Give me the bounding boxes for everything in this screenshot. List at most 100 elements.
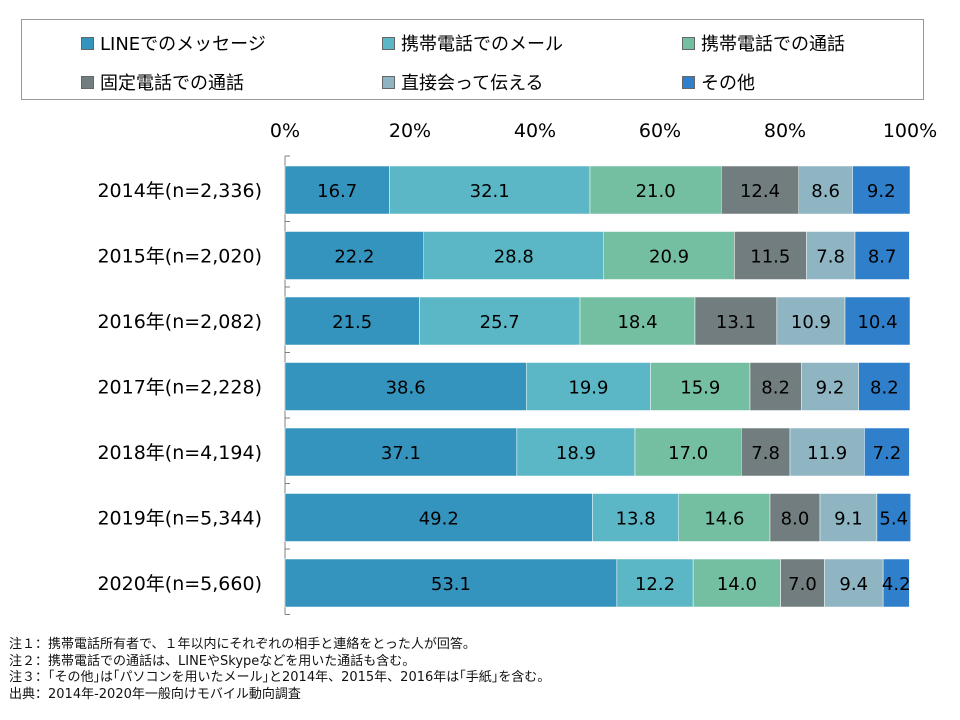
data-label: 21.0 [636,181,676,202]
bar-segment [824,558,884,608]
data-label: 18.9 [556,443,596,464]
bar-segment [616,558,694,608]
bar-segment [526,362,651,411]
bar-segment [579,296,696,346]
bar-segment [749,362,802,411]
legend-item-other: その他 [682,69,755,95]
bar-segment [734,231,807,280]
bar-segment [284,296,420,346]
bar-segment [882,558,910,608]
data-label: 16.7 [317,181,357,202]
data-label: 28.8 [494,247,534,268]
bar-segment [284,558,618,608]
legend-swatch-landline-call [81,75,94,89]
data-label: 7.0 [788,574,817,595]
category-label: 2017年(n=2,228) [97,377,262,399]
legend-label: 固定電話での通話 [100,73,244,94]
data-label: 9.4 [839,574,868,595]
data-label: 14.6 [704,509,744,530]
data-label: 53.1 [431,574,471,595]
legend-item-mobile-mail: 携帯電話でのメール [382,30,563,56]
bar-segment [423,231,604,280]
bar-segment [876,493,911,542]
bar-segment [284,231,424,280]
bar-segment [284,362,527,411]
data-label: 11.9 [807,443,847,464]
footnote-1: 注１：携帯電話所有者で、１年以内にそれぞれの相手と連絡をとった人が回答。 [9,637,476,652]
x-tick-label: 80% [764,120,806,142]
x-tick-label: 100% [883,120,937,142]
data-label: 13.1 [716,312,756,333]
bar-segment [692,558,781,608]
data-label: 8.0 [781,509,810,530]
legend-swatch-line [81,36,94,50]
bar-segment [284,165,390,215]
bar-segment [854,231,910,280]
data-label: 7.8 [816,247,845,268]
data-label: 8.2 [761,378,790,399]
data-label: 15.9 [680,378,720,399]
bar-segment [806,231,856,280]
legend-label: 携帯電話での通話 [701,34,845,55]
bar-segment [389,165,591,215]
data-label: 49.2 [419,509,459,530]
bar-segment [780,558,825,608]
data-label: 17.0 [668,443,708,464]
data-label: 9.2 [867,181,896,202]
legend-item-face-to-face: 直接会って伝える [382,69,544,95]
data-label: 10.4 [857,312,897,333]
data-label: 21.5 [332,312,372,333]
data-label: 11.5 [750,247,790,268]
bar-segment [284,493,593,542]
chart-legend: LINEでのメッセージ 携帯電話でのメール 携帯電話での通話 固定電話での通話 … [21,19,924,100]
data-label: 5.4 [879,509,908,530]
data-label: 8.2 [870,378,899,399]
bar-segment [798,165,853,215]
category-label: 2019年(n=5,344) [97,508,262,530]
legend-label: 直接会って伝える [401,73,544,94]
legend-item-mobile-call: 携帯電話での通話 [682,30,845,56]
data-label: 12.2 [635,574,675,595]
bar-segment [650,362,751,411]
footnote-3: 注３：｢その他｣は｢パソコンを用いたメール｣と2014年、2015年、2016年… [9,670,551,685]
bar-segment [819,493,878,542]
data-label: 9.1 [834,509,863,530]
legend-swatch-face-to-face [382,75,395,89]
bar-segment [694,296,778,346]
category-label: 2018年(n=4,194) [97,442,262,464]
bar-segment [776,296,846,346]
data-label: 10.9 [791,312,831,333]
legend-label: その他 [701,73,755,94]
data-label: 7.8 [751,443,780,464]
data-label: 9.2 [816,378,845,399]
data-label: 37.1 [381,443,421,464]
data-label: 32.1 [470,181,510,202]
legend-swatch-other [682,75,695,89]
data-label: 38.6 [386,378,426,399]
bar-segment [678,493,771,542]
data-label: 13.8 [616,509,656,530]
legend-swatch-mobile-mail [382,36,395,50]
bar-segment [801,362,859,411]
bar-segment [844,296,911,346]
bar-segment [634,427,742,477]
footnotes: 注１：携帯電話所有者で、１年以内にそれぞれの相手と連絡をとった人が回答。 注２：… [9,637,550,703]
x-tick-label: 60% [639,120,681,142]
legend-item-line: LINEでのメッセージ [81,30,266,56]
bar-segment [592,493,679,542]
footnote-2: 注２：携帯電話での通話は、LINEやSkypeなどを用いた通話も含む。 [9,653,416,669]
data-label: 8.6 [811,181,840,202]
legend-label: LINEでのメッセージ [100,34,266,55]
data-label: 18.4 [617,312,657,333]
stacked-bar-chart: 0% 20% 40% 60% 80% 100% 2014年(n=2,336) 16.7 32.1… [97,120,937,615]
bar-segment [858,362,911,411]
data-label: 8.7 [868,247,897,268]
data-label: 25.7 [480,312,520,333]
x-tick-label: 0% [270,120,300,142]
bar-segment [516,427,636,477]
bar-segment [603,231,735,280]
bar-segment [864,427,910,477]
bar-segment [284,427,518,477]
data-label: 22.2 [334,247,374,268]
category-label: 2016年(n=2,082) [97,311,262,333]
